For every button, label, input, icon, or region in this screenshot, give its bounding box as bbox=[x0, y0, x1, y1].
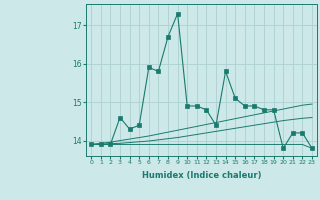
X-axis label: Humidex (Indice chaleur): Humidex (Indice chaleur) bbox=[142, 171, 261, 180]
